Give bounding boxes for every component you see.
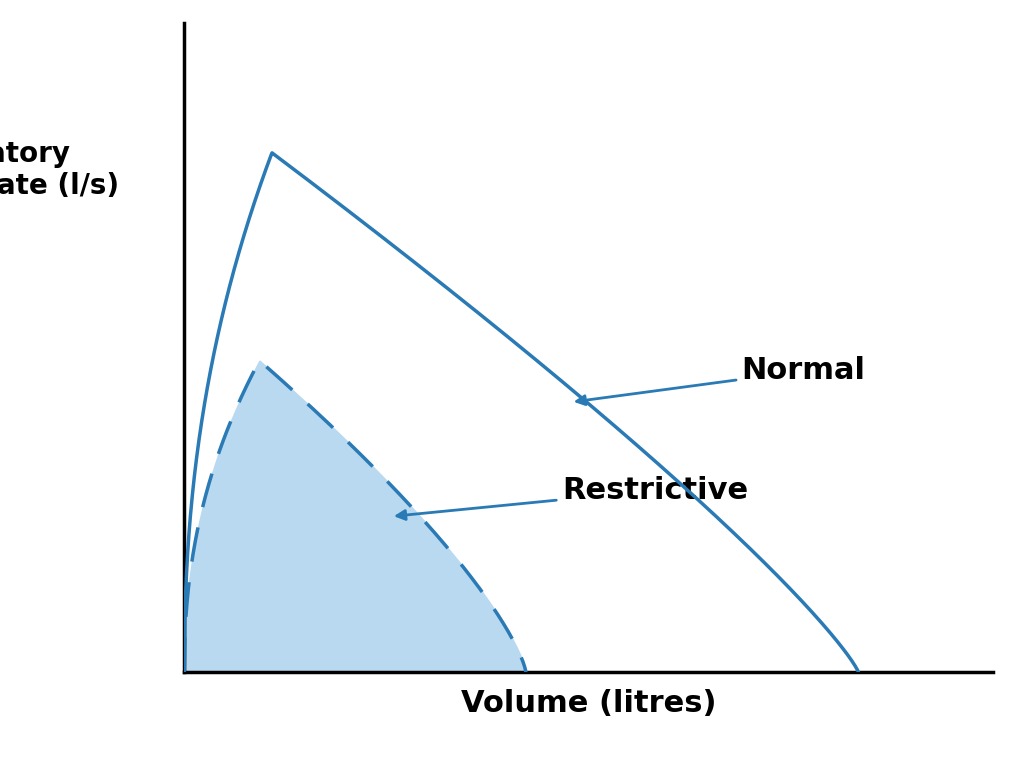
X-axis label: Volume (litres): Volume (litres) xyxy=(461,689,717,718)
Text: Restrictive: Restrictive xyxy=(397,476,748,520)
Y-axis label: Expiratory
flow rate (l/s): Expiratory flow rate (l/s) xyxy=(0,140,120,200)
Text: Normal: Normal xyxy=(577,357,865,405)
